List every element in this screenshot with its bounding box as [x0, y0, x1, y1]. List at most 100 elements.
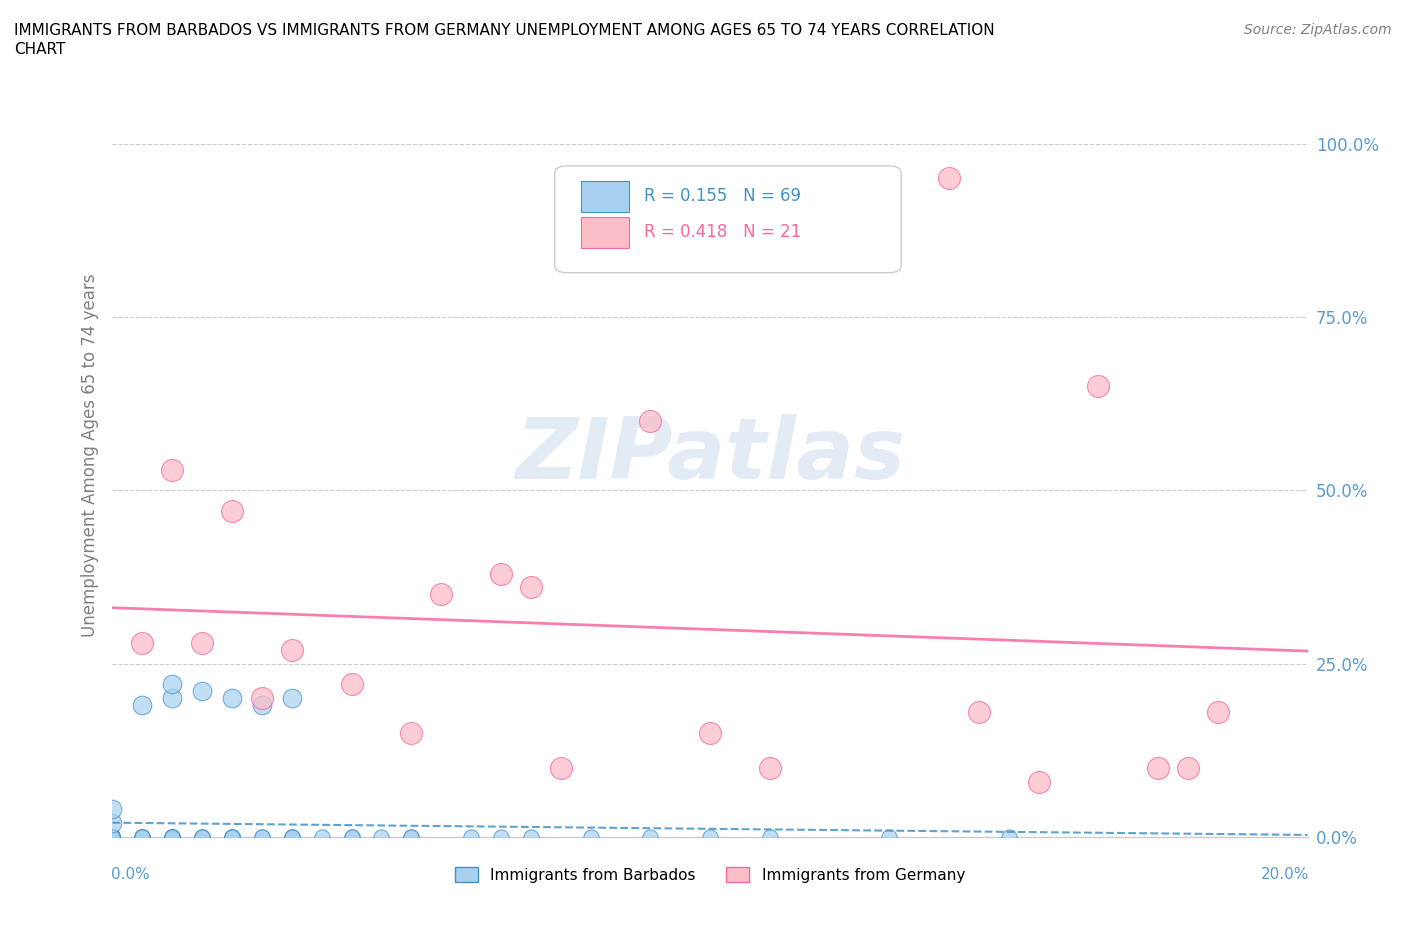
Point [550, 760, 572, 775]
Point [162, 691, 183, 706]
Point [579, 830, 602, 844]
Point [101, 830, 124, 844]
Point [101, 830, 124, 844]
Text: Source: ZipAtlas.com: Source: ZipAtlas.com [1244, 23, 1392, 37]
Point [221, 830, 243, 844]
Point [221, 830, 243, 844]
Point [101, 830, 124, 844]
Point [191, 684, 214, 698]
Point [281, 830, 304, 844]
Point [101, 830, 124, 844]
Point [250, 698, 273, 712]
Point [699, 725, 721, 740]
Point [489, 830, 512, 844]
Point [640, 830, 662, 844]
Point [131, 830, 153, 844]
Point [460, 830, 482, 844]
Point [699, 830, 721, 844]
Point [101, 802, 124, 817]
Point [520, 830, 543, 844]
Point [101, 830, 124, 844]
Point [101, 830, 124, 844]
Point [101, 830, 124, 844]
Point [101, 830, 124, 844]
FancyBboxPatch shape [554, 166, 901, 272]
Point [340, 830, 363, 844]
Point [191, 830, 214, 844]
Point [101, 830, 124, 844]
Point [101, 830, 124, 844]
Point [101, 830, 124, 844]
Point [101, 830, 124, 844]
Point [101, 830, 124, 844]
Point [101, 830, 124, 844]
Point [221, 504, 243, 519]
Text: 0.0%: 0.0% [111, 867, 150, 882]
Point [191, 830, 214, 844]
Point [101, 830, 124, 844]
Point [250, 691, 273, 706]
Point [221, 830, 243, 844]
Point [191, 635, 214, 650]
Point [430, 587, 453, 602]
Point [162, 830, 183, 844]
Point [131, 698, 153, 712]
Point [221, 830, 243, 844]
Point [1177, 760, 1199, 775]
FancyBboxPatch shape [581, 181, 628, 212]
Point [162, 830, 183, 844]
Point [221, 691, 243, 706]
Point [311, 830, 333, 844]
Point [401, 830, 423, 844]
Point [101, 830, 124, 844]
Point [101, 830, 124, 844]
Point [1206, 705, 1229, 720]
Point [131, 830, 153, 844]
Point [101, 830, 124, 844]
Point [131, 830, 153, 844]
FancyBboxPatch shape [581, 217, 628, 247]
Point [101, 830, 124, 844]
Point [967, 705, 990, 720]
Point [401, 830, 423, 844]
Legend: Immigrants from Barbados, Immigrants from Germany: Immigrants from Barbados, Immigrants fro… [456, 867, 965, 883]
Point [520, 580, 543, 595]
Point [162, 830, 183, 844]
Point [879, 830, 901, 844]
Text: R = 0.155   N = 69: R = 0.155 N = 69 [644, 188, 801, 206]
Point [281, 691, 304, 706]
Point [101, 816, 124, 830]
Point [101, 830, 124, 844]
Point [131, 830, 153, 844]
Point [101, 830, 124, 844]
Point [101, 830, 124, 844]
Point [162, 830, 183, 844]
Point [250, 830, 273, 844]
Point [101, 830, 124, 844]
Point [101, 830, 124, 844]
Text: R = 0.418   N = 21: R = 0.418 N = 21 [644, 223, 801, 241]
Point [281, 643, 304, 658]
Point [340, 830, 363, 844]
Point [191, 830, 214, 844]
Point [101, 830, 124, 844]
Point [162, 462, 183, 477]
Point [340, 677, 363, 692]
Point [998, 830, 1021, 844]
Point [1087, 379, 1109, 393]
Point [131, 830, 153, 844]
Point [281, 830, 304, 844]
Point [1028, 774, 1050, 789]
Point [162, 830, 183, 844]
Point [101, 830, 124, 844]
Point [370, 830, 392, 844]
Point [131, 830, 153, 844]
Point [640, 414, 662, 429]
Point [162, 677, 183, 692]
Point [162, 830, 183, 844]
Point [101, 830, 124, 844]
Point [101, 830, 124, 844]
Text: IMMIGRANTS FROM BARBADOS VS IMMIGRANTS FROM GERMANY UNEMPLOYMENT AMONG AGES 65 T: IMMIGRANTS FROM BARBADOS VS IMMIGRANTS F… [14, 23, 994, 38]
Text: 20.0%: 20.0% [1260, 867, 1309, 882]
Point [250, 830, 273, 844]
